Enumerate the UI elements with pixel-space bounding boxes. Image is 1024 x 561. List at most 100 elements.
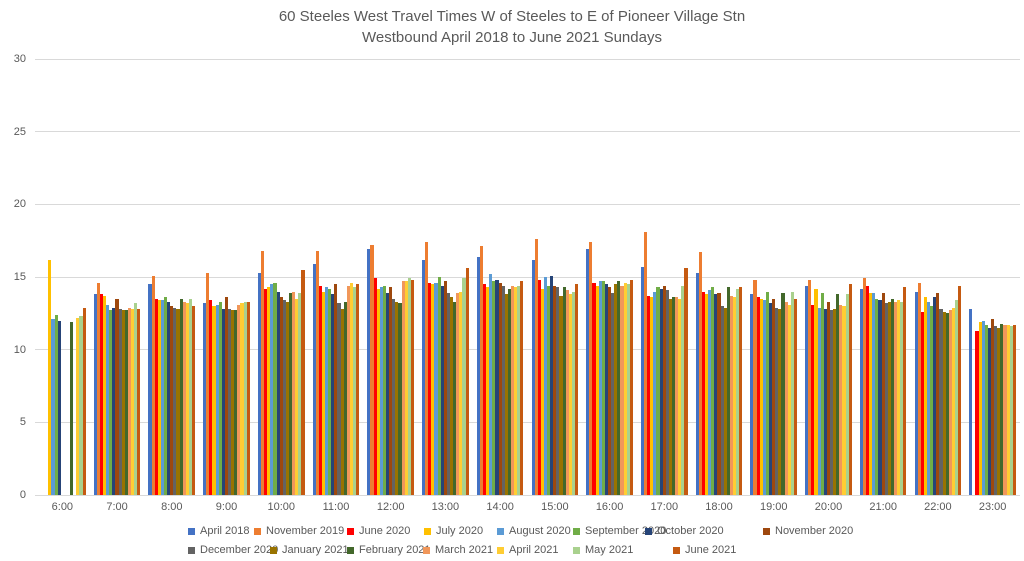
legend-label: April 2021 (509, 544, 559, 556)
bar-december-2020 (446, 293, 451, 495)
legend-swatch-icon (497, 546, 504, 554)
gridline-y-20 (35, 203, 1020, 205)
x-axis-tick-label: 17:00 (650, 501, 679, 513)
bar-october-2020 (495, 279, 499, 495)
bar-april-2018 (312, 263, 316, 495)
bar-group-7:00 (90, 59, 145, 495)
y-axis-tick-label: 20 (13, 198, 26, 211)
bar-may-2021 (134, 303, 138, 495)
bar-may-2021 (462, 278, 466, 495)
bar-september-2020 (656, 287, 660, 495)
bar-june-2020 (537, 279, 541, 495)
bar-june-2020 (264, 288, 268, 495)
bar-november-2020 (553, 285, 557, 495)
bar-february-2021 (726, 287, 730, 495)
bar-april-2018 (422, 259, 426, 495)
x-axis-tick-label: 12:00 (376, 501, 405, 513)
x-axis-tick-label: 15:00 (541, 501, 569, 513)
bar-august-2020 (270, 284, 274, 495)
x-axis-tick-label: 18:00 (705, 501, 733, 513)
chart-title: 60 Steeles West Travel Times W of Steele… (0, 6, 1024, 48)
bar-september-2020 (601, 281, 605, 495)
bar-april-2021 (623, 282, 627, 495)
bar-march-2021 (456, 293, 460, 495)
bar-june-2021 (465, 268, 469, 495)
legend-swatch-icon (423, 546, 430, 554)
bar-group-21:00 (856, 59, 911, 495)
legend-label: April 2018 (200, 525, 250, 537)
legend-label: January 2021 (282, 544, 349, 556)
bar-february-2021 (945, 313, 949, 495)
bar-july-2020 (376, 288, 380, 495)
y-axis-tick-label: 10 (13, 343, 26, 356)
bar-may-2021 (845, 294, 849, 495)
legend-item-may-2021: May 2021 (573, 544, 633, 556)
bar-november-2019 (370, 245, 374, 495)
bar-may-2021 (626, 284, 630, 495)
legend-item-june-2021: June 2021 (673, 544, 736, 556)
x-axis-tick-label: 7:00 (106, 501, 128, 513)
x-axis-tick-label: 11:00 (322, 501, 350, 513)
bar-may-2021 (79, 316, 83, 495)
bar-august-2020 (926, 301, 931, 495)
legend-swatch-icon (763, 527, 770, 535)
bar-may-2021 (681, 285, 685, 495)
bar-june-2020 (318, 285, 322, 495)
bar-may-2021 (243, 301, 247, 495)
bar-june-2020 (154, 298, 158, 495)
bar-january-2021 (723, 307, 727, 495)
bar-november-2019 (260, 250, 265, 495)
x-axis-tick-label: 21:00 (869, 501, 897, 513)
bar-may-2021 (571, 291, 576, 495)
bar-june-2021 (739, 287, 743, 495)
bar-november-2020 (498, 282, 502, 495)
bar-group-12:00 (363, 59, 418, 495)
bar-november-2020 (170, 306, 174, 495)
bar-june-2020 (373, 278, 377, 495)
bar-november-2019 (96, 282, 100, 495)
bar-january-2021 (176, 308, 180, 495)
bar-april-2018 (531, 259, 535, 495)
bar-april-2021 (295, 298, 299, 495)
bar-november-2019 (206, 272, 210, 495)
bar-april-2018 (695, 272, 699, 495)
bar-august-2020 (872, 293, 876, 495)
bar-december-2020 (282, 300, 286, 495)
bar-april-2021 (459, 291, 463, 495)
bar-november-2019 (425, 242, 429, 495)
bar-june-2020 (975, 330, 979, 495)
legend-item-november-2019: November 2019 (254, 525, 344, 537)
bar-june-2020 (701, 291, 705, 495)
bar-august-2020 (708, 290, 712, 495)
bar-april-2021 (349, 282, 354, 495)
chart-title-line-2: Westbound April 2018 to June 2021 Sunday… (362, 29, 662, 46)
bar-april-2018 (148, 284, 152, 495)
legend-item-april-2018: April 2018 (188, 525, 250, 537)
bar-november-2020 (772, 298, 776, 495)
bar-november-2020 (936, 293, 940, 495)
bar-june-2020 (647, 295, 651, 495)
bar-march-2021 (292, 291, 296, 495)
bar-june-2021 (684, 268, 688, 495)
bar-september-2020 (273, 282, 277, 495)
bar-may-2021 (517, 285, 521, 495)
bar-december-2020 (775, 307, 779, 495)
bar-march-2021 (894, 301, 898, 495)
bar-august-2020 (489, 274, 493, 495)
bar-november-2020 (389, 287, 393, 495)
bar-group-11:00 (309, 59, 364, 495)
gridline-y-10 (35, 349, 1020, 351)
bar-november-2019 (917, 282, 921, 495)
bar-june-2021 (246, 301, 250, 495)
bar-june-2020 (99, 294, 104, 495)
bar-august-2020 (160, 300, 164, 495)
bar-february-2021 (179, 298, 183, 495)
bar-august-2020 (543, 277, 548, 495)
bar-may-2021 (736, 288, 740, 495)
bar-january-2021 (231, 310, 235, 495)
bar-january-2021 (395, 301, 399, 495)
bar-august-2020 (981, 320, 985, 495)
legend-item-june-2020: June 2020 (347, 525, 410, 537)
bar-november-2019 (589, 242, 593, 495)
